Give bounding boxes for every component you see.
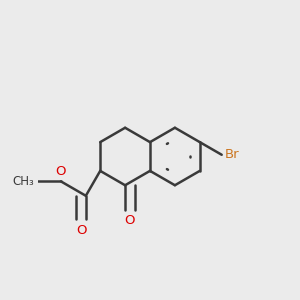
Text: O: O <box>56 165 66 178</box>
Text: CH₃: CH₃ <box>13 175 34 188</box>
Text: O: O <box>124 214 135 227</box>
Text: Br: Br <box>225 148 239 161</box>
Text: O: O <box>76 224 86 237</box>
